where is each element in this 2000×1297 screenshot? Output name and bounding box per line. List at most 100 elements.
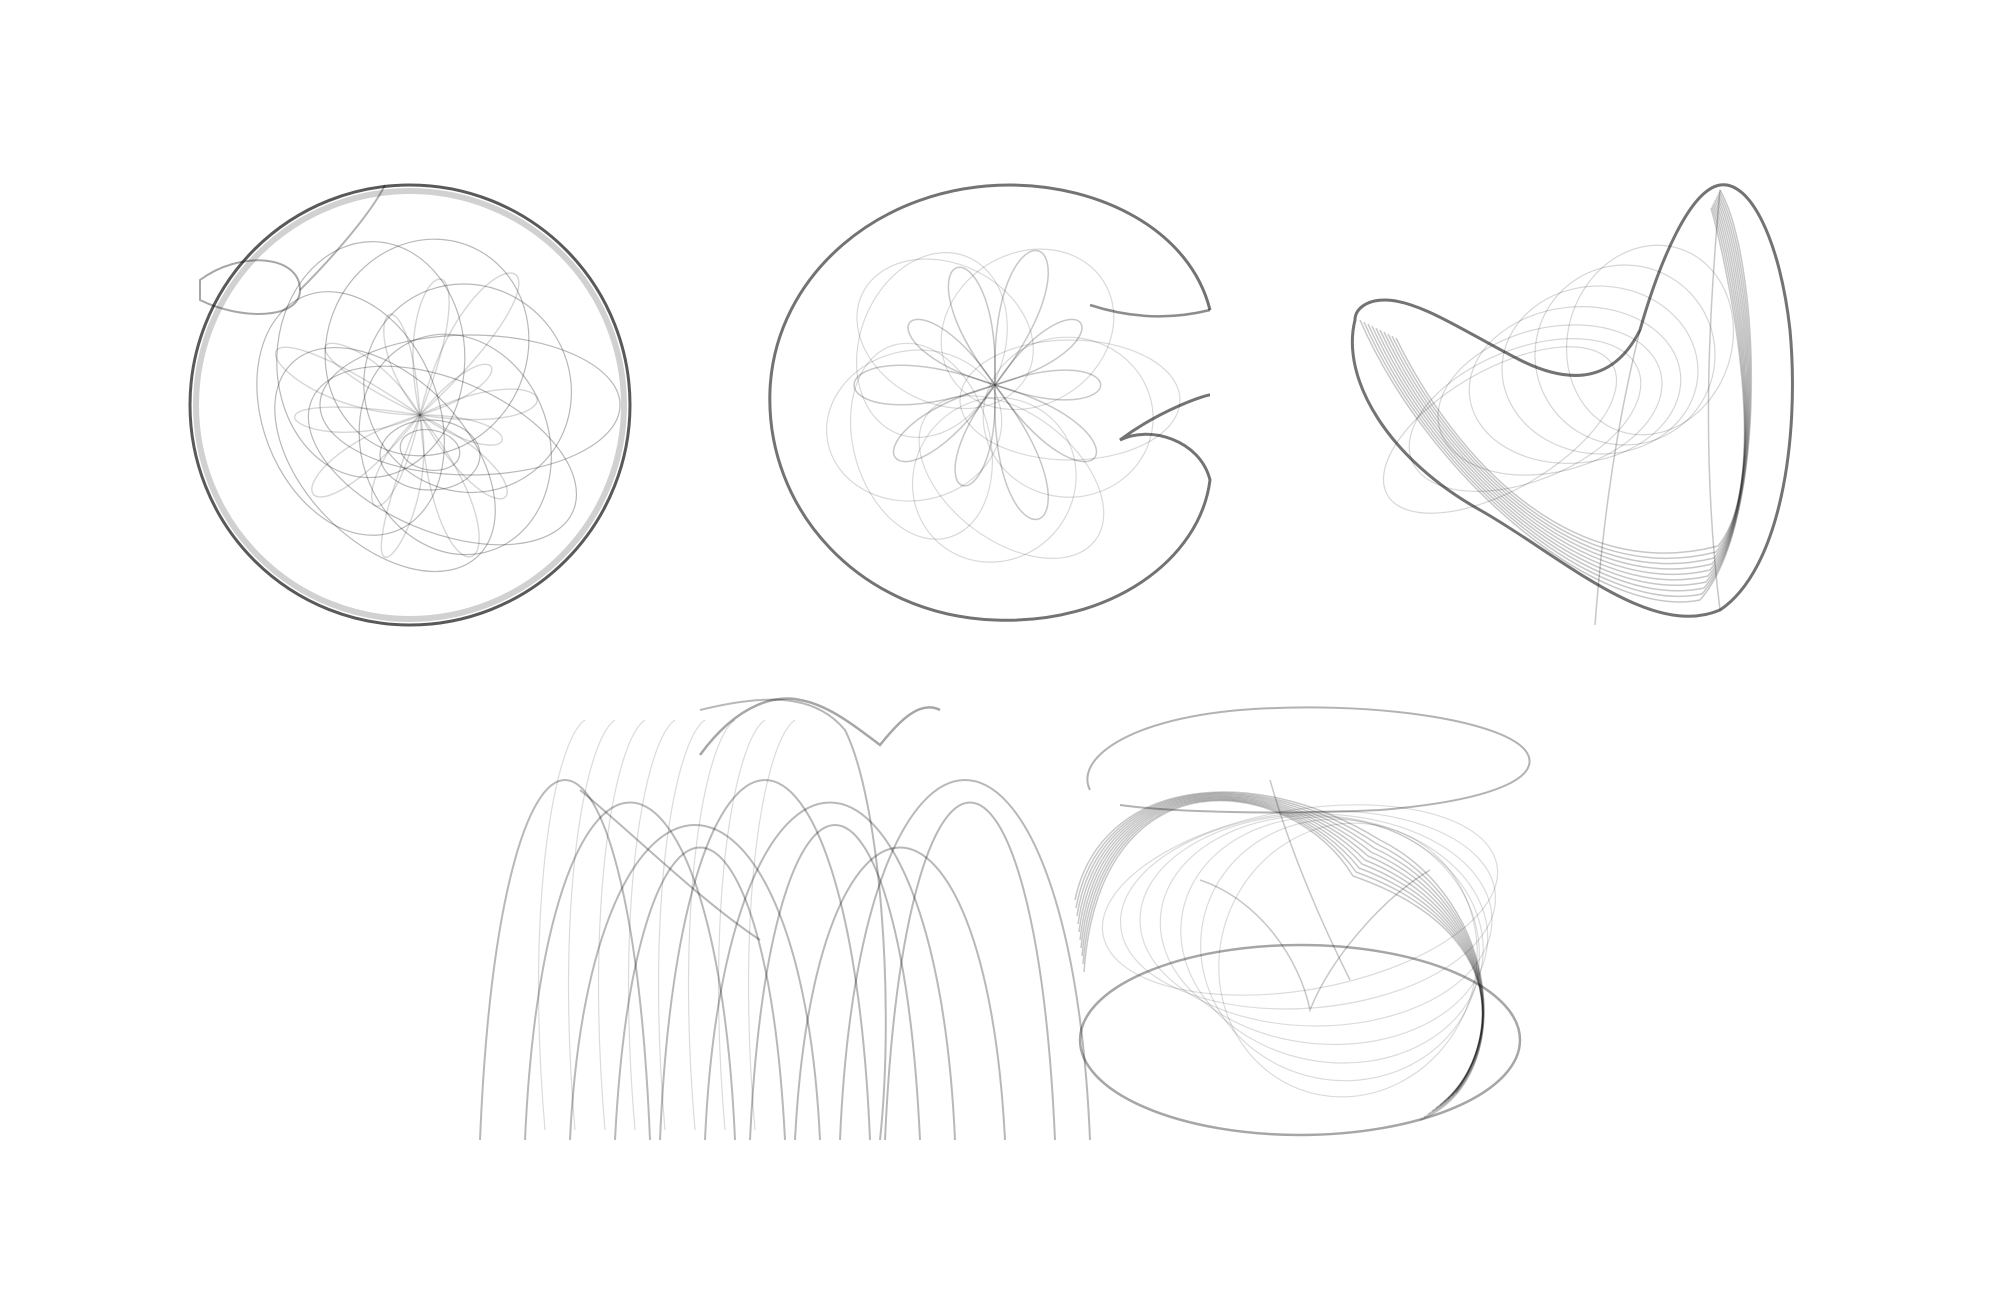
arch-strand bbox=[569, 824, 821, 1141]
disc-petal bbox=[892, 384, 996, 463]
bowl-strand bbox=[1391, 205, 1746, 559]
twisted-strand bbox=[1077, 794, 1484, 1112]
arch-faint bbox=[597, 719, 646, 1131]
sphere-attractor-figure bbox=[188, 183, 632, 627]
arch-strand bbox=[794, 846, 1006, 1141]
twisted-strand bbox=[1080, 797, 1484, 1103]
sphere-petal bbox=[294, 406, 421, 433]
disc-petal bbox=[947, 266, 996, 386]
bowl-strand bbox=[1371, 195, 1750, 586]
disc-loop bbox=[856, 258, 1034, 410]
disc-loop bbox=[959, 339, 1181, 461]
disc-petal bbox=[907, 318, 996, 386]
sphere-petal bbox=[419, 414, 503, 446]
sphere-petal bbox=[324, 342, 421, 416]
twisted-loop bbox=[1119, 810, 1497, 1010]
sphere-petal bbox=[419, 388, 538, 421]
sphere-petal bbox=[419, 414, 480, 558]
arch-strand bbox=[614, 846, 786, 1141]
arch-strand bbox=[699, 698, 887, 1141]
twisted-strand bbox=[1078, 795, 1484, 1109]
twisted-loop bbox=[1101, 804, 1499, 996]
disc-loop bbox=[911, 397, 1077, 563]
sphere-loop bbox=[358, 333, 552, 556]
sphere-loop bbox=[363, 283, 573, 494]
arch-faint bbox=[537, 719, 586, 1131]
arch-faint bbox=[627, 719, 676, 1131]
sphere-petal bbox=[380, 414, 425, 559]
bowl-strand bbox=[1707, 189, 1721, 611]
arch-faint bbox=[687, 719, 736, 1131]
twisted-loop bbox=[1159, 814, 1489, 1046]
disc-loop bbox=[826, 349, 1003, 502]
arch-strand bbox=[579, 789, 761, 941]
arch-strand bbox=[704, 801, 956, 1141]
disc-loop bbox=[940, 248, 1115, 411]
arch-strand bbox=[749, 824, 921, 1141]
notched-disc-attractor-figure bbox=[768, 183, 1212, 622]
bowl-strand bbox=[1387, 203, 1747, 565]
sphere-petal bbox=[311, 414, 421, 498]
sphere-petal bbox=[370, 414, 421, 507]
disc-petal bbox=[994, 369, 1102, 401]
arch-strand bbox=[479, 779, 651, 1141]
sphere-loop bbox=[399, 429, 461, 471]
bowl-loop bbox=[1565, 244, 1735, 436]
bowl-loop bbox=[1468, 306, 1682, 464]
bowl-strand bbox=[1594, 329, 1641, 626]
bowl-loop bbox=[1408, 338, 1642, 492]
bowl-strand bbox=[1375, 197, 1749, 581]
twisted-strand bbox=[1076, 793, 1485, 1115]
arches-attractor-figure bbox=[479, 697, 1091, 1141]
bowl-strand bbox=[1395, 207, 1746, 554]
disc-petal bbox=[994, 384, 1098, 463]
twisted-strand bbox=[1083, 799, 1484, 1094]
twisted-loop bbox=[1200, 818, 1480, 1082]
disc-petal bbox=[994, 318, 1083, 386]
arch-faint bbox=[717, 719, 766, 1131]
bowl-attractor-figure bbox=[1350, 183, 1794, 626]
disc-loop bbox=[849, 342, 993, 540]
sphere-loop bbox=[319, 334, 621, 476]
arch-strand bbox=[884, 801, 1056, 1141]
bowl-loop bbox=[1382, 346, 1618, 514]
twisted-strand bbox=[1074, 791, 1485, 1121]
bowl-loop bbox=[1534, 264, 1716, 446]
bowl-strand bbox=[1359, 189, 1753, 603]
sphere-loop bbox=[256, 291, 445, 536]
arch-strand bbox=[839, 779, 1091, 1141]
disc-loop bbox=[982, 336, 1154, 498]
disc-petal bbox=[853, 364, 996, 406]
sphere-petal bbox=[383, 313, 421, 416]
disc-petal bbox=[954, 384, 996, 487]
sphere-petal bbox=[419, 272, 520, 416]
arch-faint bbox=[747, 719, 796, 1131]
bowl-strand bbox=[1363, 191, 1751, 597]
sphere-petal bbox=[412, 278, 450, 416]
twisted-strand bbox=[1075, 792, 1485, 1118]
arch-faint bbox=[567, 719, 616, 1131]
arch-faint bbox=[657, 719, 706, 1131]
twisted-loop bbox=[1218, 822, 1478, 1098]
twisted-loop bbox=[1180, 816, 1484, 1064]
arch-strand bbox=[659, 779, 871, 1141]
sphere-petal bbox=[419, 363, 493, 416]
twisted-strand bbox=[1079, 796, 1484, 1106]
twisted-strand bbox=[1269, 779, 1351, 981]
disc-loop bbox=[855, 252, 1008, 438]
bowl-strand bbox=[1379, 199, 1748, 576]
bowl-strand bbox=[1383, 201, 1747, 570]
sphere-loop bbox=[276, 241, 466, 479]
twisted-strand bbox=[1082, 799, 1484, 1097]
arch-strand bbox=[524, 801, 736, 1141]
disc-petal bbox=[994, 249, 1049, 386]
sphere-loop bbox=[274, 346, 496, 573]
bowl-strand bbox=[1367, 193, 1750, 592]
sphere-petal bbox=[275, 346, 421, 416]
twisted-ring-attractor-figure bbox=[1074, 706, 1531, 1137]
bowl-loop bbox=[1437, 324, 1663, 476]
sphere-loop bbox=[307, 365, 578, 546]
bowl-loop bbox=[1501, 285, 1699, 455]
